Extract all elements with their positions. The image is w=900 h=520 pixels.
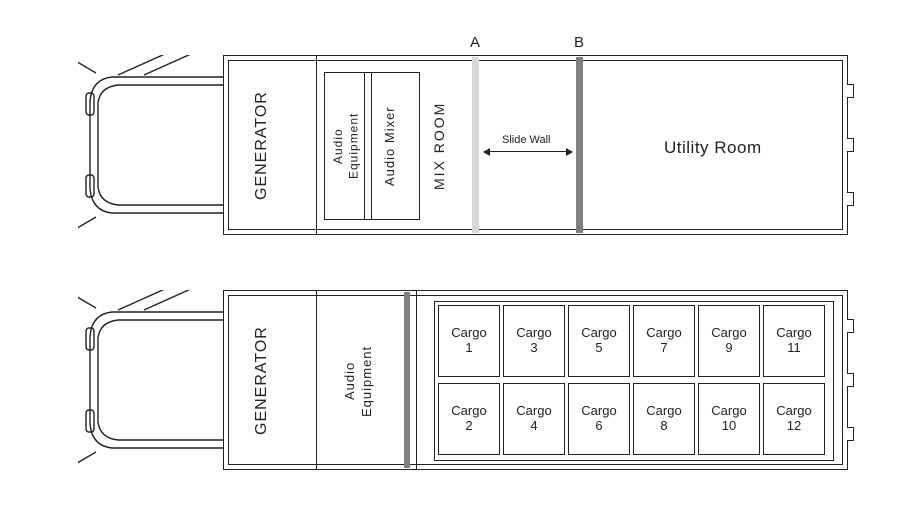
cargo-cell: Cargo 10 xyxy=(698,383,760,455)
cargo-cell: Cargo 4 xyxy=(503,383,565,455)
mix-room-label: MIX ROOM xyxy=(430,66,448,226)
wall-a-tag: A xyxy=(465,34,485,51)
cargo-cell: Cargo 3 xyxy=(503,305,565,377)
wall-a-bar xyxy=(472,57,479,233)
slide-wall-arrow-icon xyxy=(484,151,572,152)
cargo-cell: Cargo 5 xyxy=(568,305,630,377)
cargo-cell: Cargo 12 xyxy=(763,383,825,455)
truck-top: GENERATOR Audio Equipment Audio Mixer MI… xyxy=(78,55,848,235)
sep-gen-top xyxy=(316,56,317,234)
trailer-bottom: GENERATOR Audio Equipment Cargo 1Cargo 3… xyxy=(223,290,848,470)
cab-outline-icon xyxy=(78,290,228,470)
cargo-cell: Cargo 6 xyxy=(568,383,630,455)
cab-bottom xyxy=(78,290,228,470)
audio-mixer-label: Audio Mixer xyxy=(382,72,399,220)
slide-wall-label: Slide Wall xyxy=(502,134,551,146)
trailer-top: GENERATOR Audio Equipment Audio Mixer MI… xyxy=(223,55,848,235)
truck-bottom: GENERATOR Audio Equipment Cargo 1Cargo 3… xyxy=(78,290,848,470)
cargo-cell: Cargo 11 xyxy=(763,305,825,377)
hinge-icon xyxy=(847,138,854,152)
generator-label-bottom: GENERATOR xyxy=(252,301,273,461)
sep-gen-bottom xyxy=(316,291,317,469)
cab-top xyxy=(78,55,228,235)
hinge-icon xyxy=(847,319,854,333)
hinge-icon xyxy=(847,373,854,387)
cargo-cell: Cargo 8 xyxy=(633,383,695,455)
cargo-cell: Cargo 2 xyxy=(438,383,500,455)
cargo-cell: Cargo 1 xyxy=(438,305,500,377)
cargo-cell: Cargo 7 xyxy=(633,305,695,377)
sep-cargo xyxy=(416,291,417,469)
hinge-icon xyxy=(847,84,854,98)
hinge-icon xyxy=(847,192,854,206)
cargo-cell: Cargo 9 xyxy=(698,305,760,377)
wall-b-tag: B xyxy=(569,34,589,51)
hinge-icon xyxy=(847,427,854,441)
utility-room-label: Utility Room xyxy=(664,138,762,158)
divider-bar-bottom xyxy=(404,292,410,468)
audio-equipment-label-top: Audio Equipment xyxy=(331,72,362,220)
cab-outline-icon xyxy=(78,55,228,235)
wall-b-bar xyxy=(576,57,583,233)
audio-equipment-label-bottom: Audio Equipment xyxy=(342,307,376,455)
generator-label-top: GENERATOR xyxy=(252,66,273,226)
